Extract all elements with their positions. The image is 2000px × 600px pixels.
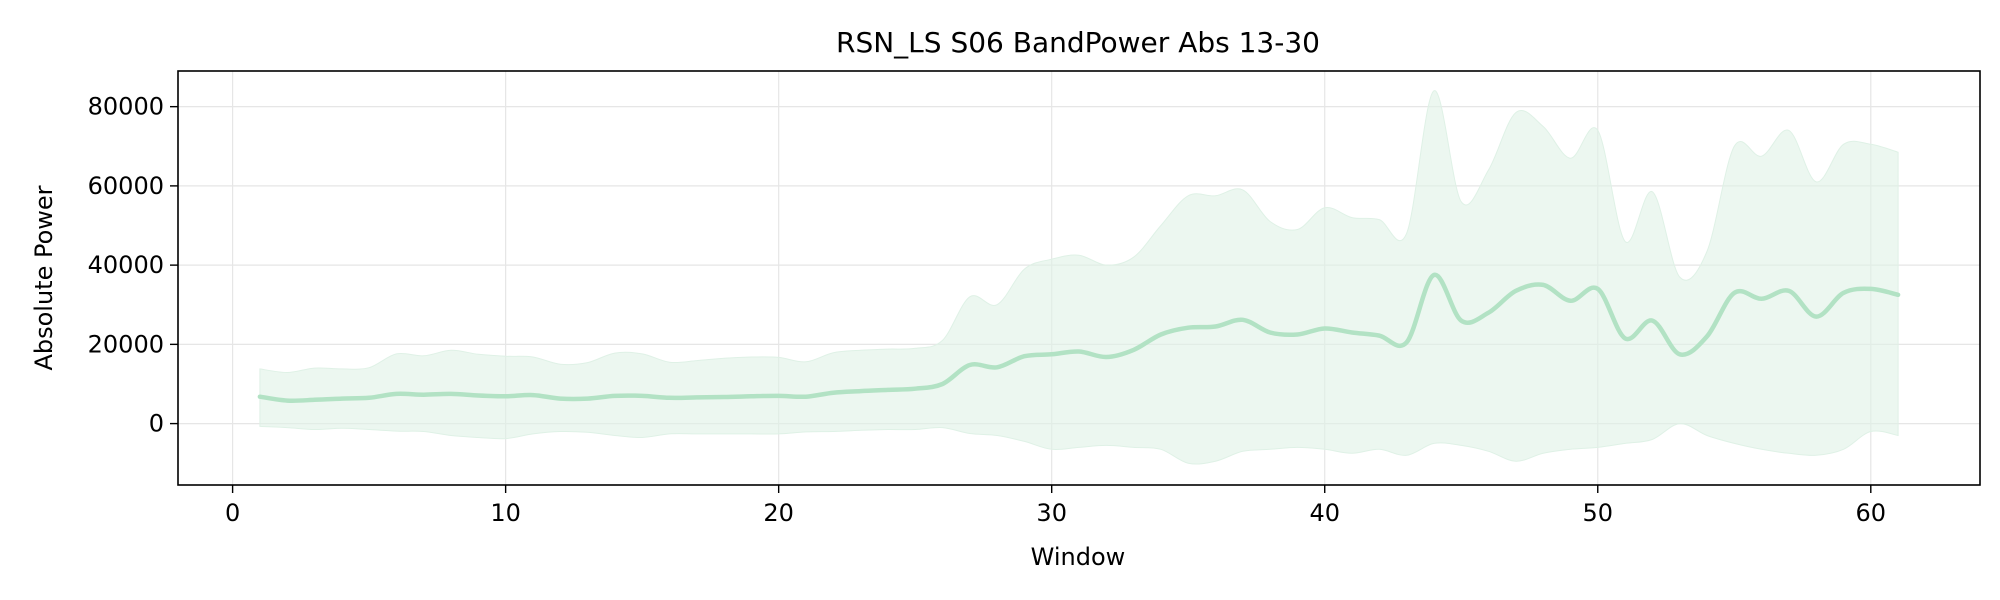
confidence-band <box>259 90 1899 465</box>
y-tick-label: 80000 <box>88 93 164 121</box>
x-tick-label: 0 <box>225 499 240 527</box>
x-tick-label: 30 <box>1036 499 1067 527</box>
std-band <box>259 90 1899 465</box>
x-axis: 0 10 20 30 40 50 60 <box>225 485 1886 527</box>
x-tick-label: 40 <box>1309 499 1340 527</box>
x-tick-label: 50 <box>1582 499 1613 527</box>
y-tick-label: 40000 <box>88 251 164 279</box>
series-line <box>257 272 1901 403</box>
x-tick-label: 10 <box>490 499 521 527</box>
plot-frame <box>177 70 1981 486</box>
x-tick-label: 20 <box>763 499 794 527</box>
y-tick-label: 0 <box>149 410 164 438</box>
y-axis-label: Absolute Power <box>30 185 58 370</box>
y-axis: 0 20000 40000 60000 80000 <box>88 93 178 438</box>
x-tick-label: 60 <box>1856 499 1887 527</box>
y-tick-label: 20000 <box>88 330 164 358</box>
series-line-group <box>257 272 1901 403</box>
chart-title: RSN_LS S06 BandPower Abs 13-30 <box>836 26 1320 59</box>
y-tick-label: 60000 <box>88 172 164 200</box>
x-axis-label: Window <box>1031 543 1126 571</box>
